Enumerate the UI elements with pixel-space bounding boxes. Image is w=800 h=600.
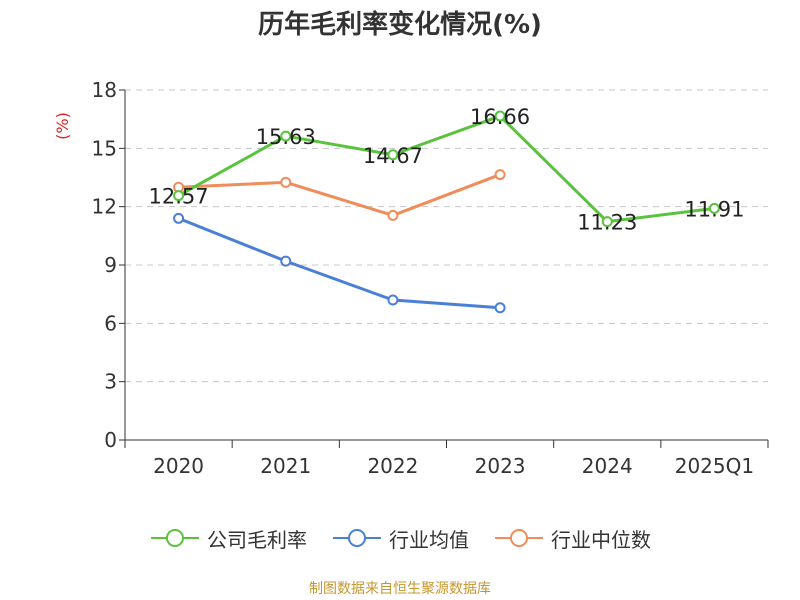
legend-item[interactable]: 行业均值	[331, 524, 469, 553]
data-point	[280, 130, 292, 142]
legend-marker-icon	[333, 529, 381, 547]
data-label: 15.63	[256, 125, 316, 149]
data-point	[280, 255, 292, 267]
x-tick-label: 2025Q1	[675, 454, 754, 478]
y-axis-label: (%)	[53, 112, 72, 140]
data-point	[387, 149, 399, 161]
legend-label: 行业中位数	[551, 527, 651, 552]
data-point	[708, 202, 720, 214]
data-point	[387, 209, 399, 221]
legend-label: 公司毛利率	[207, 527, 307, 552]
legend-marker-icon	[151, 529, 199, 547]
data-point	[494, 169, 506, 181]
x-tick-label: 2023	[475, 454, 526, 478]
y-tick-label: 0	[104, 428, 117, 452]
y-tick-label: 12	[92, 195, 117, 219]
legend-item[interactable]: 行业中位数	[493, 524, 651, 553]
legend: 公司毛利率 行业均值 行业中位数	[0, 520, 800, 556]
data-point	[173, 190, 185, 202]
legend-item[interactable]: 公司毛利率	[149, 524, 307, 553]
x-tick-label: 2024	[582, 454, 633, 478]
y-tick-label: 9	[104, 253, 117, 277]
data-point	[387, 294, 399, 306]
line-chart: 0 3 6 9 12 15 18 (%) 2020 2021 2022 2023 2024 2025Q1 1…	[53, 78, 769, 478]
y-tick-label: 6	[104, 311, 117, 335]
series-line	[178, 173, 501, 217]
series-line	[177, 114, 715, 224]
legend-marker-icon	[495, 529, 543, 547]
data-label: 12.57	[149, 185, 209, 209]
data-point	[494, 110, 506, 122]
y-tick-label: 15	[92, 136, 117, 160]
x-tick-label: 2020	[153, 454, 204, 478]
data-label: 14.67	[363, 144, 423, 168]
source-note: 制图数据来自恒生聚源数据库	[309, 581, 491, 597]
data-label: 11.91	[684, 197, 744, 221]
data-point	[173, 212, 185, 224]
data-point	[494, 302, 506, 314]
x-tick-label: 2021	[260, 454, 311, 478]
y-tick-label: 18	[92, 78, 117, 102]
data-point	[280, 176, 292, 188]
legend-label: 行业均值	[389, 527, 469, 552]
data-label: 16.66	[470, 105, 530, 129]
data-label: 11.23	[577, 211, 637, 235]
chart-title: 历年毛利率变化情况(%)	[258, 10, 542, 40]
y-tick-label: 3	[104, 370, 117, 394]
series-line	[178, 216, 501, 310]
x-tick-label: 2022	[367, 454, 418, 478]
data-point	[601, 216, 613, 228]
